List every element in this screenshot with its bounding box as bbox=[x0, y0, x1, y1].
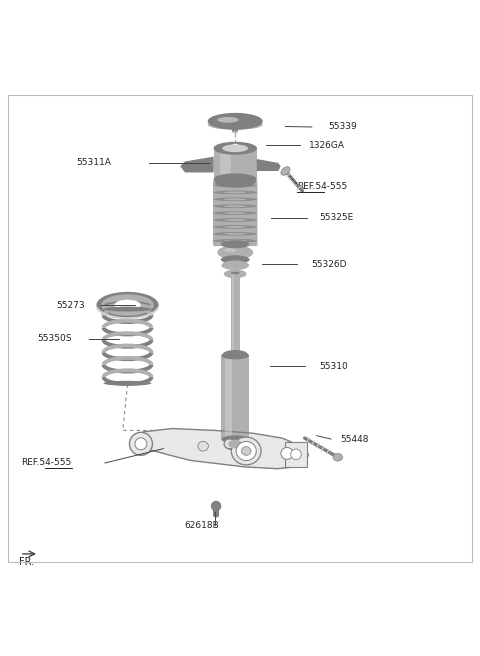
Ellipse shape bbox=[114, 300, 141, 310]
Ellipse shape bbox=[213, 225, 257, 229]
Bar bbox=[213, 506, 219, 516]
Text: 1326GA: 1326GA bbox=[310, 140, 346, 150]
Ellipse shape bbox=[224, 205, 246, 207]
Ellipse shape bbox=[224, 226, 246, 228]
Ellipse shape bbox=[281, 167, 290, 175]
Ellipse shape bbox=[213, 514, 219, 518]
Ellipse shape bbox=[217, 117, 239, 123]
Polygon shape bbox=[180, 157, 214, 173]
Text: REF.54-555: REF.54-555 bbox=[21, 459, 72, 468]
Ellipse shape bbox=[217, 245, 253, 260]
Ellipse shape bbox=[96, 292, 158, 318]
Ellipse shape bbox=[224, 198, 246, 200]
Text: 62618B: 62618B bbox=[184, 521, 219, 529]
Ellipse shape bbox=[104, 380, 152, 386]
Ellipse shape bbox=[224, 212, 246, 214]
Ellipse shape bbox=[221, 260, 249, 270]
Ellipse shape bbox=[214, 142, 257, 155]
Ellipse shape bbox=[208, 113, 263, 130]
FancyBboxPatch shape bbox=[285, 442, 308, 467]
Ellipse shape bbox=[223, 350, 248, 359]
Ellipse shape bbox=[221, 436, 249, 443]
Text: REF.54-555: REF.54-555 bbox=[298, 182, 348, 192]
Text: 55310: 55310 bbox=[319, 362, 348, 371]
Ellipse shape bbox=[232, 131, 238, 133]
Ellipse shape bbox=[198, 441, 208, 451]
FancyBboxPatch shape bbox=[213, 180, 257, 246]
Text: 55326D: 55326D bbox=[311, 260, 347, 269]
Ellipse shape bbox=[215, 176, 255, 188]
Text: FR.: FR. bbox=[19, 557, 34, 567]
Ellipse shape bbox=[222, 144, 248, 152]
Ellipse shape bbox=[224, 439, 235, 449]
Ellipse shape bbox=[291, 449, 301, 460]
FancyBboxPatch shape bbox=[221, 356, 249, 440]
Ellipse shape bbox=[214, 142, 257, 154]
Text: 55448: 55448 bbox=[340, 434, 369, 443]
Ellipse shape bbox=[213, 184, 257, 188]
Ellipse shape bbox=[224, 184, 246, 186]
Ellipse shape bbox=[224, 233, 246, 235]
FancyBboxPatch shape bbox=[231, 273, 240, 354]
Ellipse shape bbox=[232, 144, 239, 146]
Polygon shape bbox=[132, 428, 309, 468]
Ellipse shape bbox=[333, 453, 343, 461]
Ellipse shape bbox=[213, 197, 257, 201]
Polygon shape bbox=[257, 159, 281, 171]
Ellipse shape bbox=[281, 447, 293, 459]
Ellipse shape bbox=[241, 447, 251, 455]
Ellipse shape bbox=[224, 239, 246, 242]
Ellipse shape bbox=[213, 190, 257, 194]
FancyBboxPatch shape bbox=[232, 273, 234, 354]
Ellipse shape bbox=[213, 232, 257, 236]
Ellipse shape bbox=[213, 204, 257, 208]
Ellipse shape bbox=[221, 240, 250, 249]
Text: 55311A: 55311A bbox=[76, 158, 111, 167]
Text: 55350S: 55350S bbox=[37, 334, 72, 343]
Ellipse shape bbox=[213, 218, 257, 222]
Ellipse shape bbox=[228, 440, 242, 448]
FancyBboxPatch shape bbox=[226, 356, 232, 440]
Ellipse shape bbox=[213, 211, 257, 215]
Ellipse shape bbox=[101, 295, 154, 316]
Ellipse shape bbox=[130, 432, 153, 455]
Ellipse shape bbox=[224, 192, 246, 194]
Ellipse shape bbox=[208, 119, 263, 130]
Ellipse shape bbox=[231, 353, 240, 356]
Ellipse shape bbox=[213, 239, 257, 243]
Ellipse shape bbox=[236, 441, 256, 461]
Ellipse shape bbox=[221, 352, 249, 359]
Ellipse shape bbox=[224, 270, 247, 278]
Ellipse shape bbox=[221, 255, 250, 264]
Ellipse shape bbox=[223, 438, 247, 451]
Text: 55339: 55339 bbox=[328, 123, 357, 131]
Ellipse shape bbox=[104, 306, 152, 312]
FancyBboxPatch shape bbox=[220, 148, 231, 179]
Bar bbox=[232, 272, 239, 285]
Bar bbox=[232, 124, 238, 132]
Ellipse shape bbox=[225, 247, 237, 253]
Ellipse shape bbox=[231, 437, 261, 465]
Ellipse shape bbox=[228, 142, 242, 148]
Ellipse shape bbox=[211, 501, 221, 511]
Ellipse shape bbox=[135, 438, 147, 450]
Text: 55273: 55273 bbox=[56, 300, 84, 310]
Text: 55325E: 55325E bbox=[319, 213, 353, 222]
Ellipse shape bbox=[214, 173, 257, 186]
Ellipse shape bbox=[231, 272, 240, 274]
FancyBboxPatch shape bbox=[214, 148, 257, 179]
Ellipse shape bbox=[224, 219, 246, 221]
